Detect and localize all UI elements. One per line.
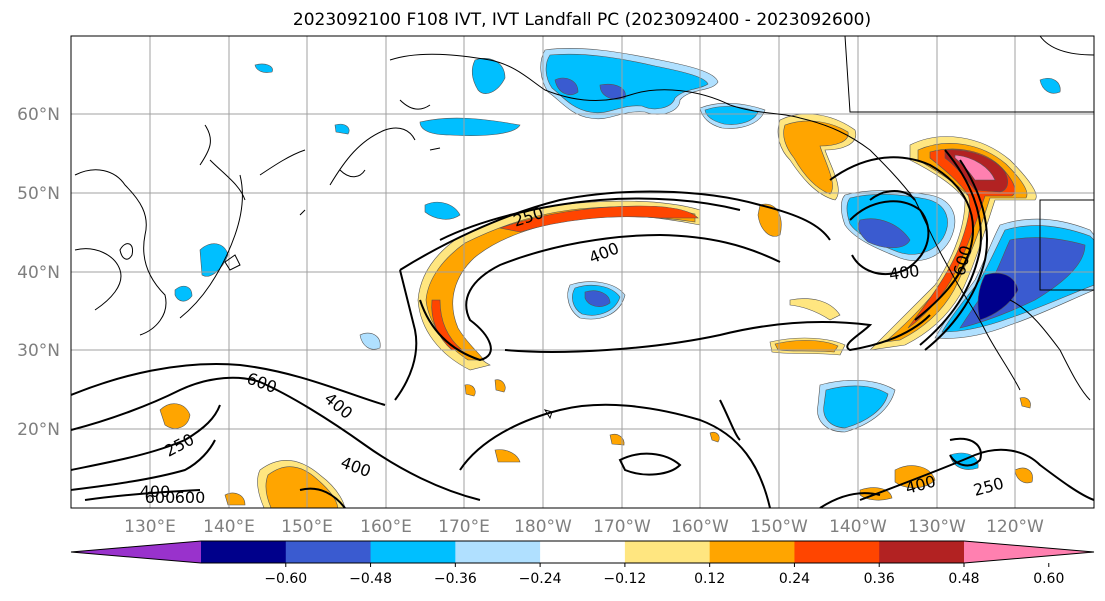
colorbar-segment (285, 541, 372, 563)
figure-title: 2023092100 F108 IVT, IVT Landfall PC (20… (293, 10, 871, 30)
longitude-labels: 130°E 140°E 150°E 160°E 170°E 180°W 170°… (124, 517, 1044, 537)
ivt-contours (71, 149, 1094, 508)
lat-label: 40°N (17, 263, 60, 283)
colorbar-tick-label: 0.60 (1033, 571, 1064, 587)
lon-label: 140°W (829, 517, 887, 537)
colorbar: −0.60 −0.48 −0.36 −0.24 −0.12 0.12 0.24 0.36 0.4… (70, 540, 1095, 587)
lon-label: 170°W (593, 517, 651, 537)
lat-label: 50°N (17, 184, 60, 204)
map-panel: 250 400 600 600 400 250 400 400 600 400 … (71, 36, 1094, 508)
contour-label: 400 (140, 482, 171, 501)
colorbar-tick-label: −0.60 (264, 571, 307, 587)
lon-label: 160°W (671, 517, 729, 537)
lon-label: 180°W (514, 517, 572, 537)
colorbar-tick-label: 0.36 (864, 571, 895, 587)
lon-label: 130°E (124, 517, 176, 537)
colorbar-segment (624, 541, 711, 563)
colorbar-tick-label: −0.12 (603, 571, 646, 587)
colorbar-tick-label: −0.36 (434, 571, 477, 587)
colorbar-segment (370, 541, 456, 563)
lon-label: 120°W (986, 517, 1044, 537)
colorbar-segment (794, 541, 880, 563)
colorbar-segment (964, 541, 1094, 563)
contour-label: 600 (175, 488, 206, 507)
map-frame (70, 35, 1095, 509)
colorbar-tick-label: −0.48 (349, 571, 392, 587)
lon-label: 140°E (203, 517, 255, 537)
lat-label: 60°N (17, 105, 60, 125)
latitude-labels: 60°N 50°N 40°N 30°N 20°N (17, 105, 60, 440)
colorbar-tick-label: 0.24 (779, 571, 810, 587)
lon-label: 150°E (281, 517, 333, 537)
lon-label: 130°W (908, 517, 966, 537)
lat-label: 20°N (17, 420, 60, 440)
contour-label: 400 (888, 261, 921, 284)
colorbar-segment (879, 541, 965, 563)
gridlines (71, 36, 1094, 508)
lat-label: 30°N (17, 341, 60, 361)
colorbar-tick-label: −0.24 (519, 571, 562, 587)
coastlines (74, 36, 1094, 420)
colorbar-segment (455, 541, 541, 563)
colorbar-segment (540, 541, 626, 563)
lon-label: 150°W (750, 517, 808, 537)
colorbar-outline (70, 540, 1095, 564)
colorbar-segment (201, 541, 287, 563)
colorbar-segment (709, 541, 795, 563)
colorbar-tick-label: 0.48 (948, 571, 979, 587)
lon-label: 170°E (438, 517, 490, 537)
lon-label: 160°E (360, 517, 412, 537)
colorbar-segment (71, 541, 201, 563)
contour-label: 600 (145, 488, 176, 507)
colorbar-tick-label: 0.12 (694, 571, 725, 587)
